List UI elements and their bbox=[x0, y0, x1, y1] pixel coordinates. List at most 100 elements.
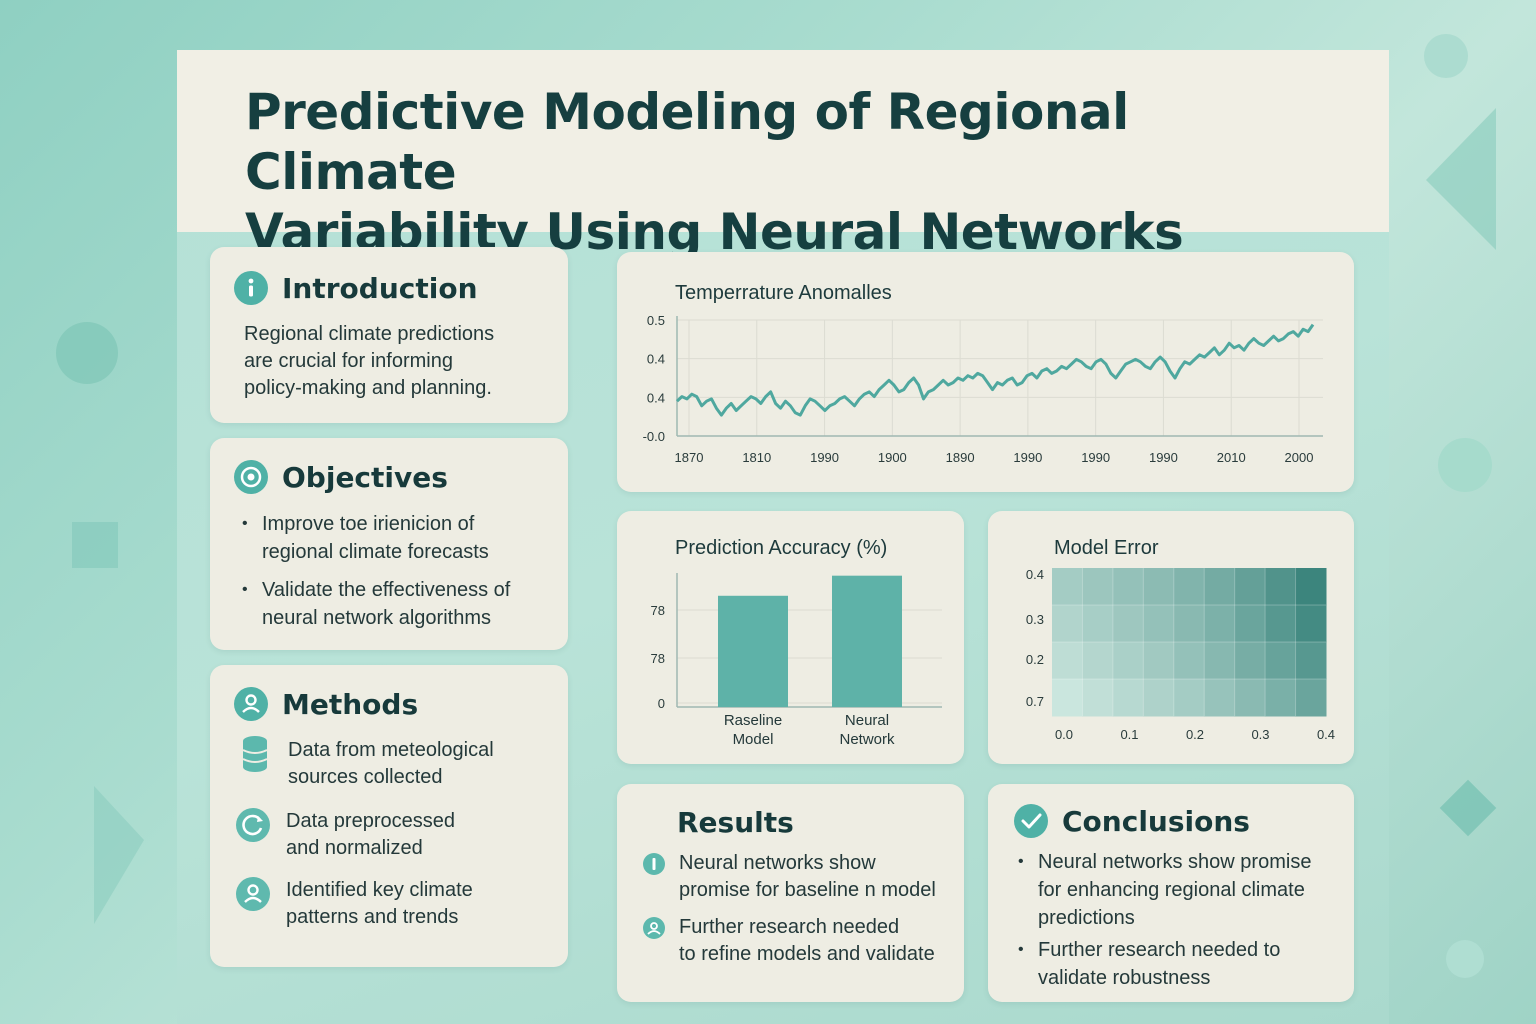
list-item: Validate the effectiveness of neural netw… bbox=[242, 576, 552, 632]
heatmap-cell bbox=[1295, 605, 1327, 643]
list-item: Improve toe irienicion of regional climat… bbox=[242, 510, 552, 566]
x-tick-label: 1990 bbox=[1081, 450, 1110, 465]
x-tick-label: Network bbox=[839, 731, 895, 748]
x-tick-label: Neural bbox=[845, 712, 889, 729]
heatmap-cell bbox=[1234, 568, 1266, 606]
method-text: Identified key climate patterns and tren… bbox=[286, 877, 526, 931]
heatmap-cell bbox=[1204, 679, 1236, 717]
y-tick-label: 0.2 bbox=[1026, 652, 1044, 667]
heatmap-cell bbox=[1265, 605, 1296, 643]
error-chart-card: Model Error 0.4 0.3 0.2 0.7 0.0 0.1 0.2 0.3 0.4 bbox=[988, 511, 1354, 764]
method-text-line: and normalized bbox=[286, 837, 423, 859]
heatmap-cell bbox=[1265, 642, 1296, 680]
method-item: Data from meteological sources collected bbox=[238, 736, 528, 791]
x-tick-label: 0.3 bbox=[1251, 727, 1269, 742]
y-tick-label: -0.0 bbox=[643, 429, 665, 444]
x-tick-label: 1810 bbox=[742, 450, 771, 465]
user-icon bbox=[234, 687, 268, 721]
heatmap-cell bbox=[1265, 679, 1296, 717]
heatmap-cell bbox=[1204, 605, 1236, 643]
heatmap-cell bbox=[1173, 605, 1205, 643]
heatmap-cell bbox=[1143, 679, 1175, 717]
poster-header: Predictive Modeling of Regional Climate … bbox=[177, 50, 1389, 261]
list-item-line: Validate the effectiveness of bbox=[262, 579, 511, 601]
y-tick-label: 78 bbox=[651, 603, 665, 618]
background-triangle-right bbox=[1426, 108, 1496, 250]
heatmap-cell bbox=[1143, 568, 1175, 606]
result-text: Further research needed to refine models… bbox=[679, 914, 969, 968]
temperature-chart-title: Temperrature Anomalles bbox=[675, 282, 892, 304]
heatmap-cell bbox=[1295, 642, 1327, 680]
y-tick-label: 0.4 bbox=[1026, 567, 1044, 582]
x-tick-label: 1890 bbox=[946, 450, 975, 465]
background-circle-right-bottom bbox=[1446, 940, 1484, 978]
list-item-line: Improve toe irienicion of bbox=[262, 513, 475, 535]
method-text-line: patterns and trends bbox=[286, 906, 459, 928]
background-circle-right-top bbox=[1424, 34, 1468, 78]
results-card: Results Neural networks show promise for… bbox=[617, 784, 964, 1002]
y-tick-label: 0.5 bbox=[647, 313, 665, 328]
results-title: Results bbox=[677, 806, 794, 839]
y-tick-label: 0.3 bbox=[1026, 612, 1044, 627]
temperature-chart-card: Temperrature Anomalles 1870 1810 1990 1900 1… bbox=[617, 252, 1354, 492]
list-item-line: Neural networks show promise bbox=[1038, 851, 1312, 873]
list-item-line: for enhancing regional climate bbox=[1038, 879, 1305, 901]
objectives-title: Objectives bbox=[282, 460, 448, 494]
result-text: Neural networks show promise for baselin… bbox=[679, 850, 969, 904]
y-tick-label: 78 bbox=[651, 651, 665, 666]
bar bbox=[718, 595, 788, 707]
heatmap-cell bbox=[1052, 605, 1083, 643]
x-tick-label: 0.2 bbox=[1186, 727, 1204, 742]
background-diamond-right bbox=[1439, 779, 1497, 837]
heatmap-cell bbox=[1204, 568, 1236, 606]
introduction-text-line: policy-making and planning. bbox=[244, 377, 492, 399]
heatmap-cell bbox=[1052, 679, 1083, 717]
x-tick-label: 0.4 bbox=[1317, 727, 1335, 742]
heatmap-cell bbox=[1234, 605, 1266, 643]
background-square-left bbox=[72, 522, 118, 568]
conclusions-header: Conclusions bbox=[1014, 804, 1250, 838]
method-item: Data preprocessed and normalized bbox=[236, 808, 526, 862]
refresh-icon bbox=[236, 808, 270, 842]
methods-title: Methods bbox=[282, 687, 419, 721]
accuracy-chart-title: Prediction Accuracy (%) bbox=[675, 537, 888, 559]
method-text-line: Data from meteological bbox=[288, 739, 494, 761]
x-tick-label: 1900 bbox=[878, 450, 907, 465]
heatmap-cell bbox=[1143, 642, 1175, 680]
error-heatmap: 0.4 0.3 0.2 0.7 0.0 0.1 0.2 0.3 0.4 bbox=[1026, 567, 1335, 742]
introduction-header: Introduction bbox=[234, 271, 478, 305]
x-tick-label: 1870 bbox=[675, 450, 704, 465]
introduction-text-line: Regional climate predictions bbox=[244, 323, 495, 345]
heatmap-cell bbox=[1112, 605, 1144, 643]
series-line bbox=[675, 323, 1315, 417]
x-tick-label: Model bbox=[733, 731, 774, 748]
result-text-line: Further research needed bbox=[679, 916, 900, 938]
x-tick-label: Raseline bbox=[724, 712, 782, 729]
objectives-header: Objectives bbox=[234, 460, 448, 494]
heatmap-cell bbox=[1204, 642, 1236, 680]
x-tick-label: 2010 bbox=[1217, 450, 1246, 465]
target-icon bbox=[234, 460, 268, 494]
accuracy-chart-card: Prediction Accuracy (%) 78 78 0 Raseline Mod… bbox=[617, 511, 964, 764]
list-item-line: neural network algorithms bbox=[262, 607, 491, 629]
heatmap-cell bbox=[1143, 605, 1175, 643]
list-item-line: regional climate forecasts bbox=[262, 541, 489, 563]
heatmap-cell bbox=[1234, 642, 1266, 680]
x-tick-label: 1990 bbox=[1149, 450, 1178, 465]
result-text-line: promise for baseline n model bbox=[679, 879, 936, 901]
heatmap-cell bbox=[1295, 679, 1327, 717]
introduction-card: Introduction Regional climate prediction… bbox=[210, 247, 568, 423]
y-tick-label: 0 bbox=[658, 696, 665, 711]
background-triangle-left bbox=[94, 786, 144, 924]
bar bbox=[832, 575, 902, 707]
introduction-title: Introduction bbox=[282, 271, 478, 305]
error-chart-title: Model Error bbox=[1054, 537, 1159, 559]
method-text: Data from meteological sources collected bbox=[288, 737, 528, 791]
heatmap-cell bbox=[1082, 568, 1114, 606]
heatmap-cell bbox=[1234, 679, 1266, 717]
heatmap-cell bbox=[1295, 568, 1327, 606]
method-text-line: Data preprocessed bbox=[286, 810, 455, 832]
heatmap-cell bbox=[1173, 679, 1205, 717]
list-item: Further research needed to validate robus… bbox=[1018, 936, 1348, 992]
database-icon bbox=[238, 736, 272, 772]
